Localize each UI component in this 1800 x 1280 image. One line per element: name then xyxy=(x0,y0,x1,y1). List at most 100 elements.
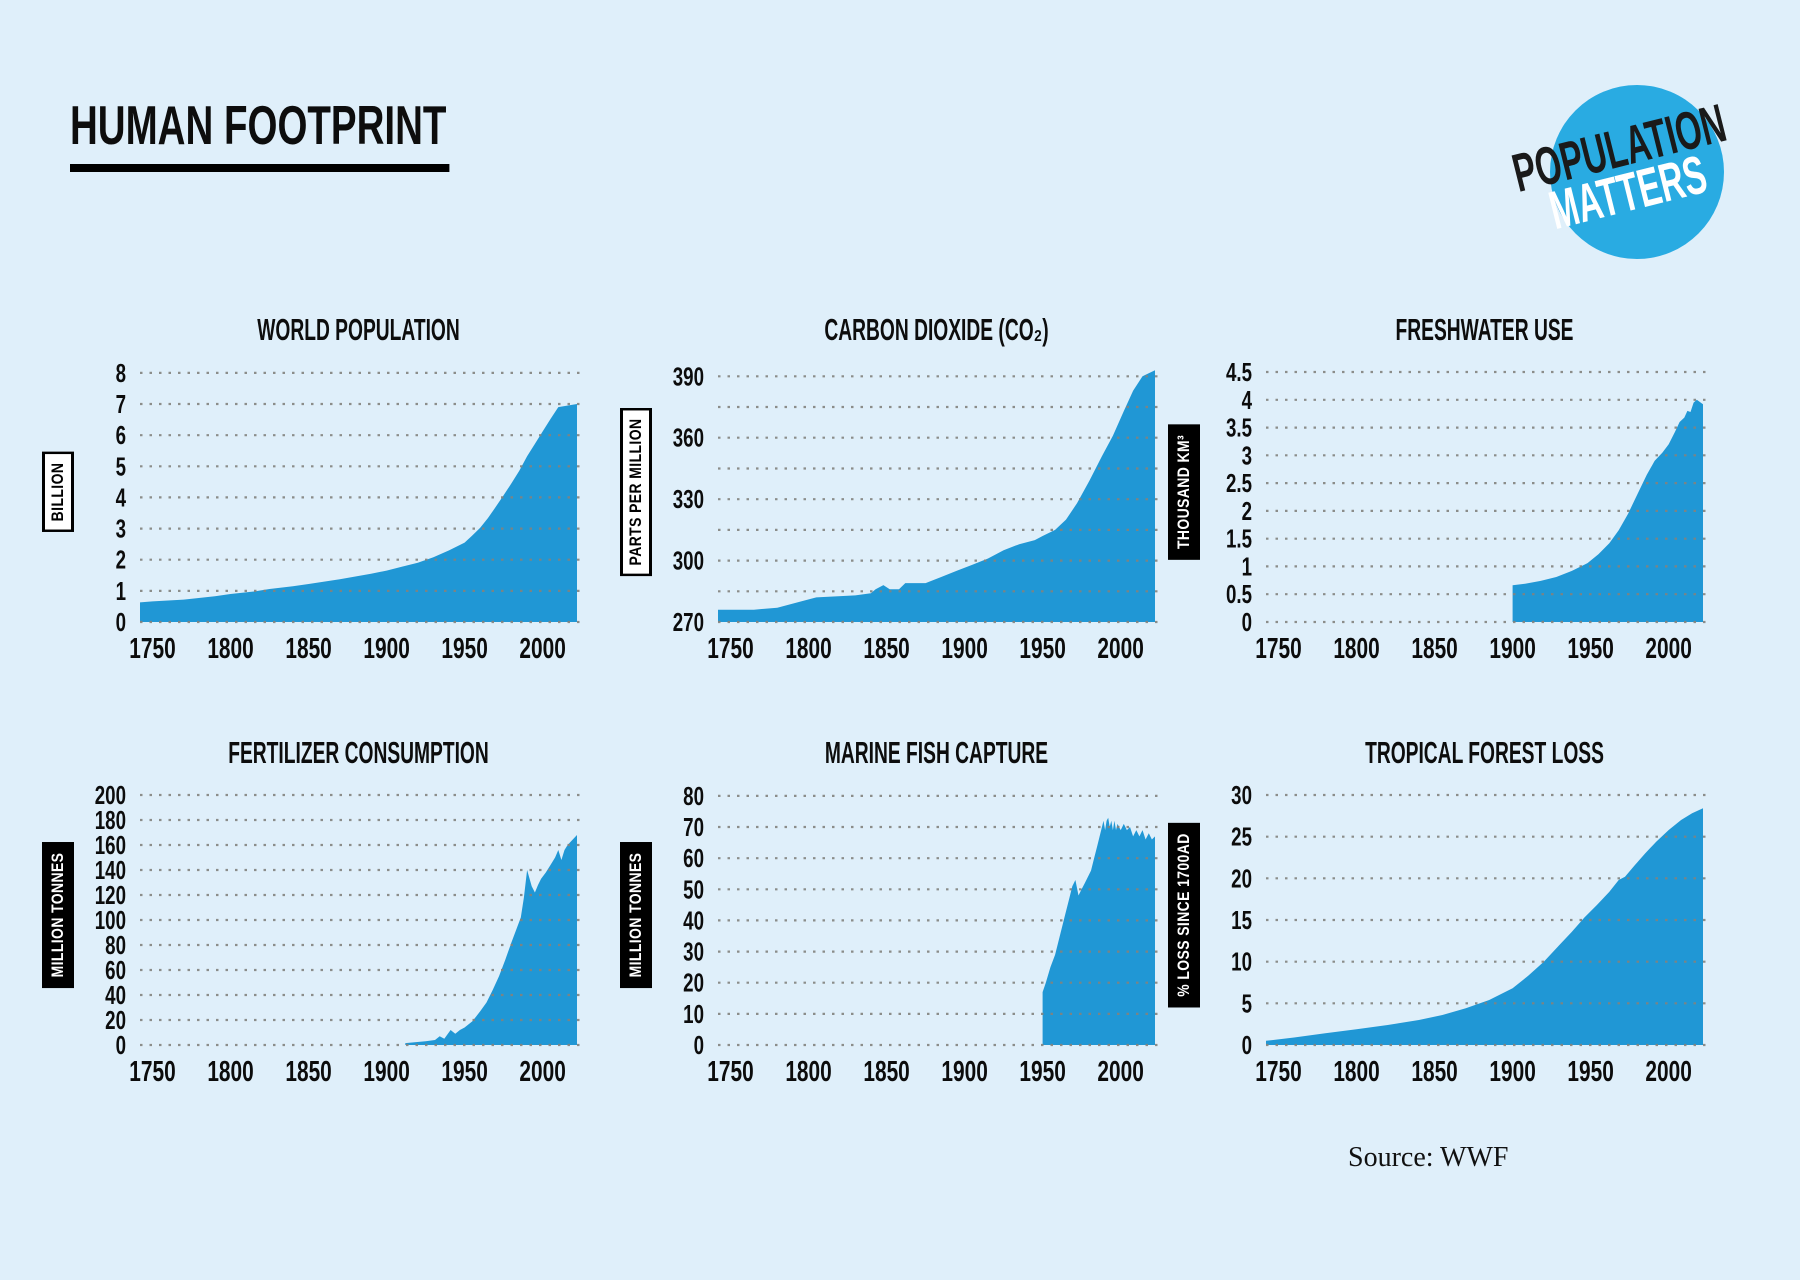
chart-title: MARINE FISH CAPTURE xyxy=(824,735,1049,770)
x-tick-labels: 1750 1800 1850 1900 1950 2000 xyxy=(707,633,1144,665)
y-tick-label: 30 xyxy=(1231,780,1252,810)
y-tick-label: 3.5 xyxy=(1226,412,1252,442)
x-tick-label: 1850 xyxy=(285,633,331,665)
chart-tropical-forest-loss: TROPICAL FOREST LOSS % LOSS SINCE 1700AD… xyxy=(1146,735,1706,1107)
x-tick-label: 1800 xyxy=(207,633,253,665)
y-tick-label: 180 xyxy=(95,805,126,835)
x-tick-label: 2000 xyxy=(1645,633,1691,665)
y-tick-label: 0 xyxy=(694,1030,704,1060)
chart-title: WORLD POPULATION xyxy=(257,312,460,347)
x-tick-label: 1750 xyxy=(129,633,175,665)
x-tick-label: 1850 xyxy=(863,1056,909,1088)
y-tick-label: 270 xyxy=(673,607,704,637)
y-tick-labels: 270 300 330 360 390 xyxy=(673,361,704,637)
y-tick-labels: 00.511.522.533.544.5 xyxy=(1226,357,1252,637)
x-tick-label: 1850 xyxy=(1411,633,1457,665)
x-tick-label: 1800 xyxy=(785,1056,831,1088)
y-tick-label: 390 xyxy=(673,361,704,391)
y-tick-label: 0 xyxy=(1242,1030,1252,1060)
chart-freshwater-use: FRESHWATER USE THOUSAND KM³ 0 0.5 1 1.5 2 2.5… xyxy=(1146,312,1706,684)
y-tick-label: 50 xyxy=(683,874,704,904)
y-tick-label: 20 xyxy=(1231,863,1252,893)
y-tick-label: 40 xyxy=(683,905,704,935)
y-tick-label: 160 xyxy=(95,830,126,860)
x-tick-label: 1750 xyxy=(1255,1056,1301,1088)
x-tick-label: 2000 xyxy=(519,1056,565,1088)
chart-title: FRESHWATER USE xyxy=(1395,312,1574,347)
y-tick-label: 5 xyxy=(116,451,126,481)
y-tick-label: 2.5 xyxy=(1226,468,1252,498)
logo-circle xyxy=(1550,85,1724,259)
y-tick-label: 0 xyxy=(1242,607,1252,637)
y-tick-label: 40 xyxy=(105,980,126,1010)
plot-area: 270 300 330 360 390 1750 1800 1850 1900 1950 2000 xyxy=(673,361,1158,665)
area-series xyxy=(140,404,577,622)
y-tick-label: 0 xyxy=(116,1030,126,1060)
area-series xyxy=(405,835,577,1045)
y-tick-label: 30 xyxy=(683,936,704,966)
x-tick-label: 1900 xyxy=(941,1056,987,1088)
chart-title: TROPICAL FOREST LOSS xyxy=(1365,735,1604,770)
chart-title: FERTILIZER CONSUMPTION xyxy=(228,735,489,770)
y-tick-label: 20 xyxy=(105,1005,126,1035)
y-tick-label: 70 xyxy=(683,812,704,842)
y-tick-label: 1.5 xyxy=(1226,524,1252,554)
x-tick-label: 1900 xyxy=(941,633,987,665)
y-tick-label: 5 xyxy=(1242,988,1252,1018)
x-tick-label: 1850 xyxy=(863,633,909,665)
y-tick-label: 8 xyxy=(116,358,126,388)
x-tick-labels: 1750 1800 1850 1900 1950 2000 xyxy=(1255,633,1692,665)
x-tick-label: 1950 xyxy=(1019,633,1065,665)
y-tick-label: 300 xyxy=(673,545,704,575)
x-tick-label: 1850 xyxy=(285,1056,331,1088)
y-tick-label: 1 xyxy=(1242,551,1252,581)
area-series xyxy=(1266,808,1703,1045)
x-tick-label: 1950 xyxy=(441,1056,487,1088)
y-tick-label: 0.5 xyxy=(1226,579,1252,609)
y-tick-label: 140 xyxy=(95,855,126,885)
y-tick-label: 80 xyxy=(105,930,126,960)
y-tick-label: 4 xyxy=(1242,385,1253,415)
y-tick-label: 1 xyxy=(116,576,126,606)
y-tick-label: 4 xyxy=(116,482,127,512)
y-tick-label: 10 xyxy=(1231,947,1252,977)
x-tick-label: 1750 xyxy=(129,1056,175,1088)
x-tick-label: 1750 xyxy=(707,1056,753,1088)
x-tick-label: 1750 xyxy=(707,633,753,665)
y-tick-label: 360 xyxy=(673,423,704,453)
y-tick-label: 7 xyxy=(116,389,126,419)
y-tick-labels: 0 5 10 15 20 25 30 xyxy=(1231,780,1252,1060)
area-series xyxy=(1042,817,1155,1045)
x-tick-labels: 1750 1800 1850 1900 1950 2000 xyxy=(1255,1056,1692,1088)
y-tick-label: 3 xyxy=(1242,440,1252,470)
y-tick-label: 60 xyxy=(105,955,126,985)
x-tick-label: 1900 xyxy=(363,633,409,665)
x-tick-label: 1800 xyxy=(1333,1056,1379,1088)
chart-title: CARBON DIOXIDE (CO₂) xyxy=(824,312,1049,347)
x-tick-label: 1800 xyxy=(207,1056,253,1088)
x-tick-label: 1900 xyxy=(1489,1056,1535,1088)
y-tick-label: 60 xyxy=(683,843,704,873)
y-tick-label: 100 xyxy=(95,905,126,935)
x-tick-label: 2000 xyxy=(1645,1056,1691,1088)
plot-area: 0 5 10 15 20 25 30 1750 1800 1850 1900 1950 2000 xyxy=(1231,780,1706,1088)
area-series xyxy=(1512,399,1703,622)
x-tick-label: 1950 xyxy=(441,633,487,665)
x-tick-labels: 1750 1800 1850 1900 1950 2000 xyxy=(129,1056,566,1088)
y-tick-label: 6 xyxy=(116,420,126,450)
y-tick-label: 2 xyxy=(116,545,126,575)
y-tick-label: 330 xyxy=(673,484,704,514)
y-tick-label: 15 xyxy=(1231,905,1252,935)
page-title: HUMAN FOOTPRINT xyxy=(70,93,450,172)
x-tick-labels: 1750 1800 1850 1900 1950 2000 xyxy=(129,633,566,665)
y-tick-label: 3 xyxy=(116,513,126,543)
x-tick-label: 2000 xyxy=(1097,633,1143,665)
y-tick-label: 0 xyxy=(116,607,126,637)
y-tick-label: 2 xyxy=(1242,496,1252,526)
population-matters-logo xyxy=(1550,85,1724,259)
